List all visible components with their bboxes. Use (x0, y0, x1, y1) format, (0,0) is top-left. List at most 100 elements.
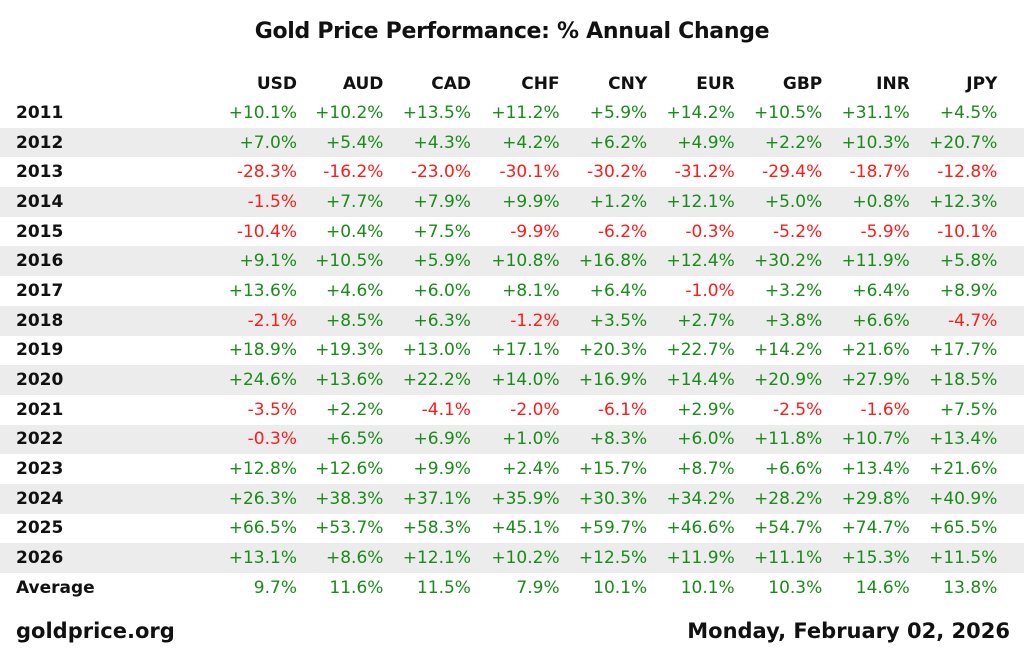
table-row: 2022 -0.3% +6.5% +6.9% +1.0% +8.3% +6.0% +11.8%… (0, 424, 1024, 455)
value-cell-jpy: +11.5% (909, 543, 998, 573)
column-header-cny: CNY (608, 74, 648, 94)
value-cell-usd: +12.8% (228, 459, 297, 480)
table-body: 2011 +10.1% +10.2% +13.5% +11.2% +5.9% +14.2% +… (0, 98, 1024, 603)
value-cell-cad: 11.5% (416, 577, 471, 598)
row-label: 2014 (0, 187, 140, 217)
value-cell-cad: +9.9% (413, 459, 471, 480)
row-label: 2022 (0, 424, 140, 455)
value-cell-eur: +12.1% (647, 187, 735, 217)
value-cell-eur: +34.2% (647, 483, 735, 514)
value-cell-jpy: +21.6% (929, 459, 998, 480)
value-cell-jpy: -12.8% (937, 162, 998, 183)
value-cell-cad: +6.0% (413, 280, 471, 301)
value-cell-cny: -30.2% (587, 162, 648, 183)
value-cell-jpy: +5.8% (909, 246, 998, 277)
value-cell-cny: +16.8% (559, 246, 648, 277)
value-cell-aud: +10.5% (296, 246, 384, 277)
value-cell-gbp: +5.0% (734, 187, 823, 217)
row-label: 2023 (16, 459, 64, 480)
corner-cell (0, 70, 140, 98)
value-cell-cad: +13.0% (402, 340, 471, 361)
value-cell-cny: -6.2% (597, 221, 648, 242)
value-cell-aud: +53.7% (315, 518, 384, 539)
value-cell-jpy: +7.5% (939, 399, 998, 420)
value-cell-usd: +13.1% (139, 543, 297, 573)
column-header-chf: CHF (521, 74, 560, 94)
value-cell-usd: +66.5% (228, 518, 297, 539)
value-cell-cad: -23.0% (410, 162, 471, 183)
date-label: Monday, February 02, 2026 (687, 619, 1010, 643)
value-cell-inr: +74.7% (841, 518, 910, 539)
spacer-cell (997, 217, 1024, 247)
value-cell-eur: +8.7% (677, 459, 735, 480)
value-cell-gbp: +28.2% (734, 483, 823, 514)
value-cell-cad: +6.9% (383, 424, 471, 455)
value-cell-cny: -6.1% (597, 399, 648, 420)
value-cell-chf: +9.9% (470, 187, 560, 217)
value-cell-inr: -1.6% (860, 399, 910, 420)
row-label: 2011 (16, 102, 64, 123)
value-cell-inr: -18.7% (849, 162, 910, 183)
column-header-eur: EUR (696, 74, 735, 94)
value-cell-gbp: +14.2% (754, 340, 823, 361)
value-cell-usd: +24.6% (139, 365, 297, 395)
value-cell-aud: +6.5% (296, 424, 384, 455)
value-cell-inr: +27.9% (822, 365, 910, 395)
value-cell-aud: -16.2% (323, 162, 384, 183)
value-cell-aud: +8.6% (296, 543, 384, 573)
value-cell-chf: -9.9% (510, 221, 560, 242)
value-cell-cad: +22.2% (383, 365, 471, 395)
value-cell-cad: +7.5% (413, 221, 471, 242)
value-cell-jpy: -4.7% (909, 305, 998, 336)
spacer-cell (997, 246, 1024, 277)
value-cell-cny: +12.5% (559, 543, 648, 573)
row-label: 2013 (16, 162, 64, 183)
value-cell-jpy: 13.8% (943, 577, 998, 598)
value-cell-cny: +16.9% (559, 365, 648, 395)
table-row: 2016 +9.1% +10.5% +5.9% +10.8% +16.8% +12.4% +3… (0, 246, 1024, 277)
value-cell-eur: +6.0% (647, 424, 735, 455)
value-cell-inr: +6.6% (822, 305, 910, 336)
value-cell-eur: +4.9% (647, 127, 735, 158)
value-cell-usd: +7.0% (139, 127, 297, 158)
value-cell-inr: +11.9% (822, 246, 910, 277)
value-cell-cad: -4.1% (421, 399, 471, 420)
value-cell-usd: +26.3% (139, 483, 297, 514)
column-header-inr: INR (876, 74, 910, 94)
value-cell-gbp: -2.5% (772, 399, 823, 420)
table-row: 2011 +10.1% +10.2% +13.5% +11.2% +5.9% +14.2% +… (0, 98, 1024, 128)
table-row: 2019 +18.9% +19.3% +13.0% +17.1% +20.3% +22.7%… (0, 336, 1024, 366)
value-cell-eur: +2.7% (647, 305, 735, 336)
value-cell-gbp: +11.8% (734, 424, 823, 455)
value-cell-chf: +11.2% (491, 102, 560, 123)
value-cell-usd: 9.7% (253, 577, 297, 598)
row-label: 2021 (16, 399, 64, 420)
value-cell-inr: +31.1% (841, 102, 910, 123)
value-cell-eur: +12.4% (647, 246, 735, 277)
spacer-cell (997, 157, 1024, 187)
value-cell-usd: -2.1% (139, 305, 297, 336)
value-cell-cad: +4.3% (383, 127, 471, 158)
value-cell-gbp: +54.7% (754, 518, 823, 539)
spacer-cell (997, 365, 1024, 395)
spacer-cell (997, 276, 1024, 306)
row-label: Average (16, 577, 95, 598)
value-cell-chf: +2.4% (502, 459, 560, 480)
value-cell-inr: +29.8% (822, 483, 910, 514)
value-cell-cny: +20.3% (578, 340, 648, 361)
value-cell-usd: -3.5% (247, 399, 297, 420)
value-cell-usd: +10.1% (228, 102, 297, 123)
value-cell-eur: +22.7% (666, 340, 735, 361)
value-cell-aud: +13.6% (296, 365, 384, 395)
value-cell-cny: +59.7% (578, 518, 648, 539)
value-cell-inr: +0.8% (822, 187, 910, 217)
value-cell-cny: +8.3% (559, 424, 648, 455)
table-row: 2024 +26.3% +38.3% +37.1% +35.9% +30.3% +34.2%… (0, 483, 1024, 514)
column-header-cad: CAD (431, 74, 471, 94)
row-label: 2020 (0, 365, 140, 395)
value-cell-inr: +21.6% (841, 340, 910, 361)
row-label: 2025 (16, 518, 64, 539)
table-row: 2015 -10.4% +0.4% +7.5% -9.9% -6.2% -0.3% -5.2%… (0, 217, 1024, 247)
column-header-gbp: GBP (782, 74, 823, 94)
value-cell-eur: +14.2% (666, 102, 735, 123)
